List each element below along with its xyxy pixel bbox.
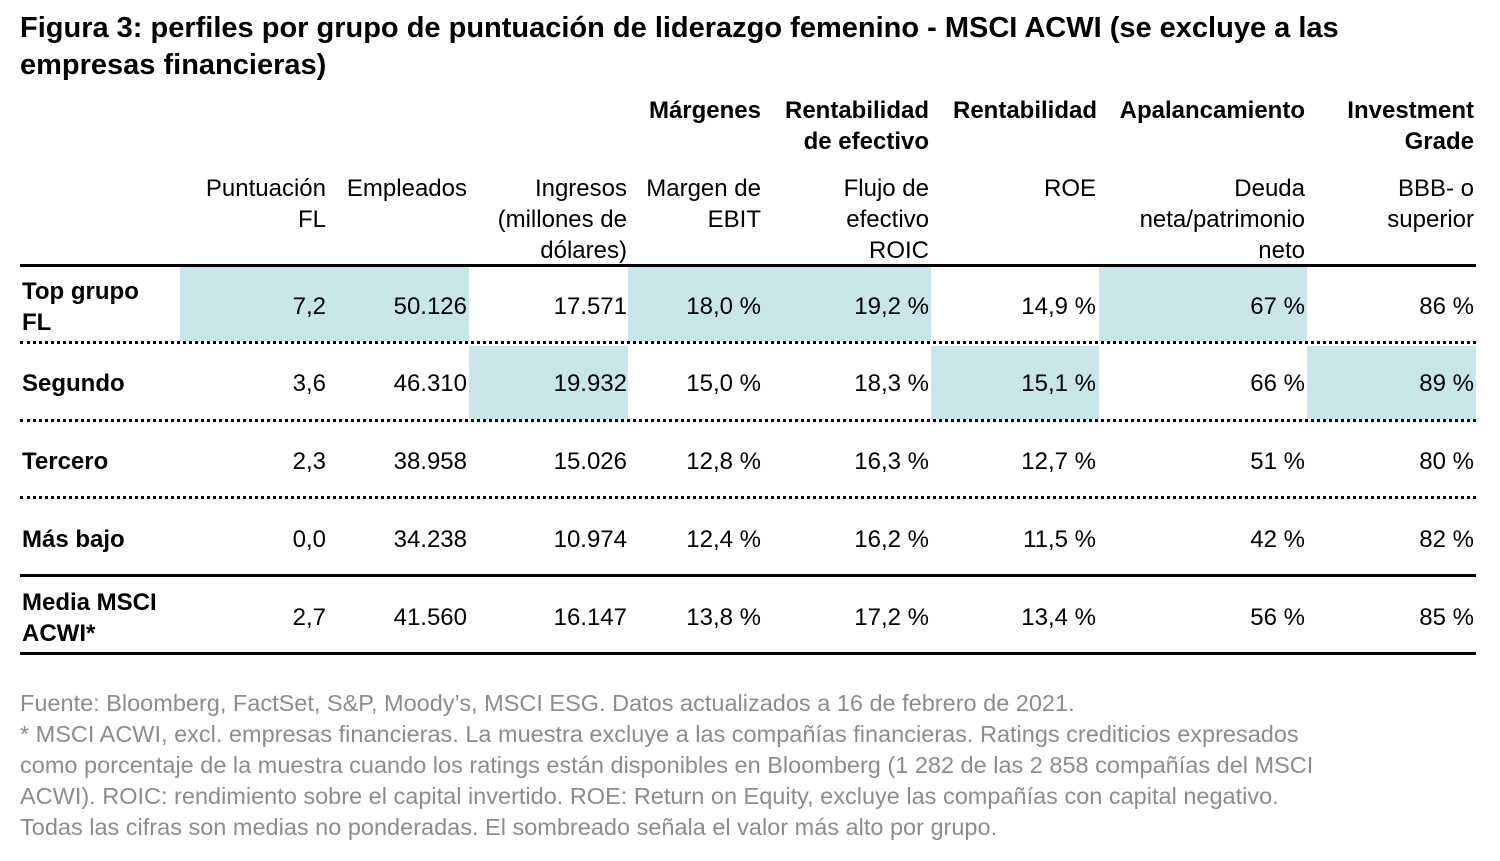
cell-bajo-deuda: 42 % [1250,526,1305,553]
cell-top-bbb: 86 % [1419,293,1474,320]
column-header-ingresos: Ingresos (millones de dólares) [497,175,627,264]
column-header-empleados: Empleados [346,175,467,202]
highlight-ingresos [469,346,628,419]
table-bottom-rule [20,652,1476,655]
cell-segundo-bbb: 89 % [1419,370,1474,397]
cell-media-puntuacion: 2,7 [292,604,326,631]
cell-media-deuda: 56 % [1250,604,1305,631]
group-header-apalancamiento: Apalancamiento [1119,97,1305,124]
column-header-margen: Margen de EBIT [646,175,761,233]
column-header-puntuacion: Puntuación FL [205,175,326,233]
cell-bajo-empleados: 34.238 [393,526,467,553]
cell-top-ingresos: 17.571 [553,293,627,320]
cell-bajo-flujo: 16,2 % [854,526,929,553]
cell-media-empleados: 41.560 [393,604,467,631]
row-label-media-msci: Media MSCI ACWI* [22,589,157,647]
table-top-rule [20,264,1476,267]
group-header-rentabilidad-efectivo: Rentabilidad de efectivo [784,97,929,155]
cell-tercero-ingresos: 15.026 [553,448,627,475]
highlight-margen [628,267,766,341]
row-divider [20,341,1476,344]
cell-media-margen: 13,8 % [686,604,761,631]
cell-tercero-empleados: 38.958 [393,448,467,475]
cell-top-roe: 14,9 % [1021,293,1096,320]
cell-media-flujo: 17,2 % [854,604,929,631]
cell-bajo-ingresos: 10.974 [553,526,627,553]
row-label-mas-bajo: Más bajo [22,526,125,553]
highlight-bbb [1307,346,1476,419]
column-header-roe: ROE [1043,175,1096,202]
cell-tercero-bbb: 80 % [1419,448,1474,475]
cell-tercero-flujo: 16,3 % [854,448,929,475]
cell-segundo-margen: 15,0 % [686,370,761,397]
cell-segundo-deuda: 66 % [1250,370,1305,397]
cell-top-flujo: 19,2 % [854,293,929,320]
column-header-bbb: BBB- o superior [1387,175,1474,233]
highlight-roe [931,346,1099,419]
group-header-rentabilidad: Rentabilidad [952,97,1097,124]
group-header-margenes: Márgenes [648,97,761,124]
cell-media-roe: 13,4 % [1021,604,1096,631]
cell-bajo-puntuacion: 0,0 [292,526,326,553]
group-header-investment-grade: Investment Grade [1347,97,1474,155]
cell-segundo-empleados: 46.310 [393,370,467,397]
column-header-deuda: Deuda neta/patrimonio neto [1139,175,1305,264]
footnote: Fuente: Bloomberg, FactSet, S&P, Moody’s… [20,688,1480,843]
cell-bajo-margen: 12,4 % [686,526,761,553]
cell-segundo-flujo: 18,3 % [854,370,929,397]
footnote-line: Todas las cifras son medias no ponderada… [20,814,998,840]
highlight-puntuacion [180,267,330,341]
cell-segundo-roe: 15,1 % [1021,370,1096,397]
cell-media-ingresos: 16.147 [553,604,627,631]
footnote-source: Fuente: Bloomberg, FactSet, S&P, Moody’s… [20,690,1075,716]
cell-segundo-puntuacion: 3,6 [292,370,326,397]
cell-segundo-ingresos: 19.932 [553,370,627,397]
footnote-line: * MSCI ACWI, excl. empresas financieras.… [20,721,1299,747]
cell-tercero-puntuacion: 2,3 [292,448,326,475]
footnote-line: como porcentaje de la muestra cuando los… [20,752,1314,778]
row-label-segundo: Segundo [22,370,125,397]
column-header-flujo: Flujo de efectivo ROIC [843,175,929,264]
row-label-top-grupo: Top grupo FL [22,278,139,336]
row-divider [20,496,1476,499]
cell-tercero-margen: 12,8 % [686,448,761,475]
cell-bajo-roe: 11,5 % [1023,526,1096,553]
cell-top-deuda: 67 % [1250,293,1305,320]
row-label-tercero: Tercero [22,448,109,475]
footnote-line: ACWI). ROIC: rendimiento sobre el capita… [20,783,1279,809]
cell-bajo-bbb: 82 % [1419,526,1474,553]
cell-top-margen: 18,0 % [686,293,761,320]
highlight-empleados [330,267,469,341]
cell-top-puntuacion: 7,2 [292,293,326,320]
average-separator-rule [20,574,1476,577]
page-title: Figura 3: perfiles por grupo de puntuaci… [20,12,1339,81]
cell-top-empleados: 50.126 [393,293,467,320]
cell-tercero-roe: 12,7 % [1021,448,1096,475]
cell-media-bbb: 85 % [1419,604,1474,631]
highlight-flujo [766,267,931,341]
row-divider [20,419,1476,422]
highlight-deuda [1099,267,1307,341]
cell-tercero-deuda: 51 % [1250,448,1305,475]
